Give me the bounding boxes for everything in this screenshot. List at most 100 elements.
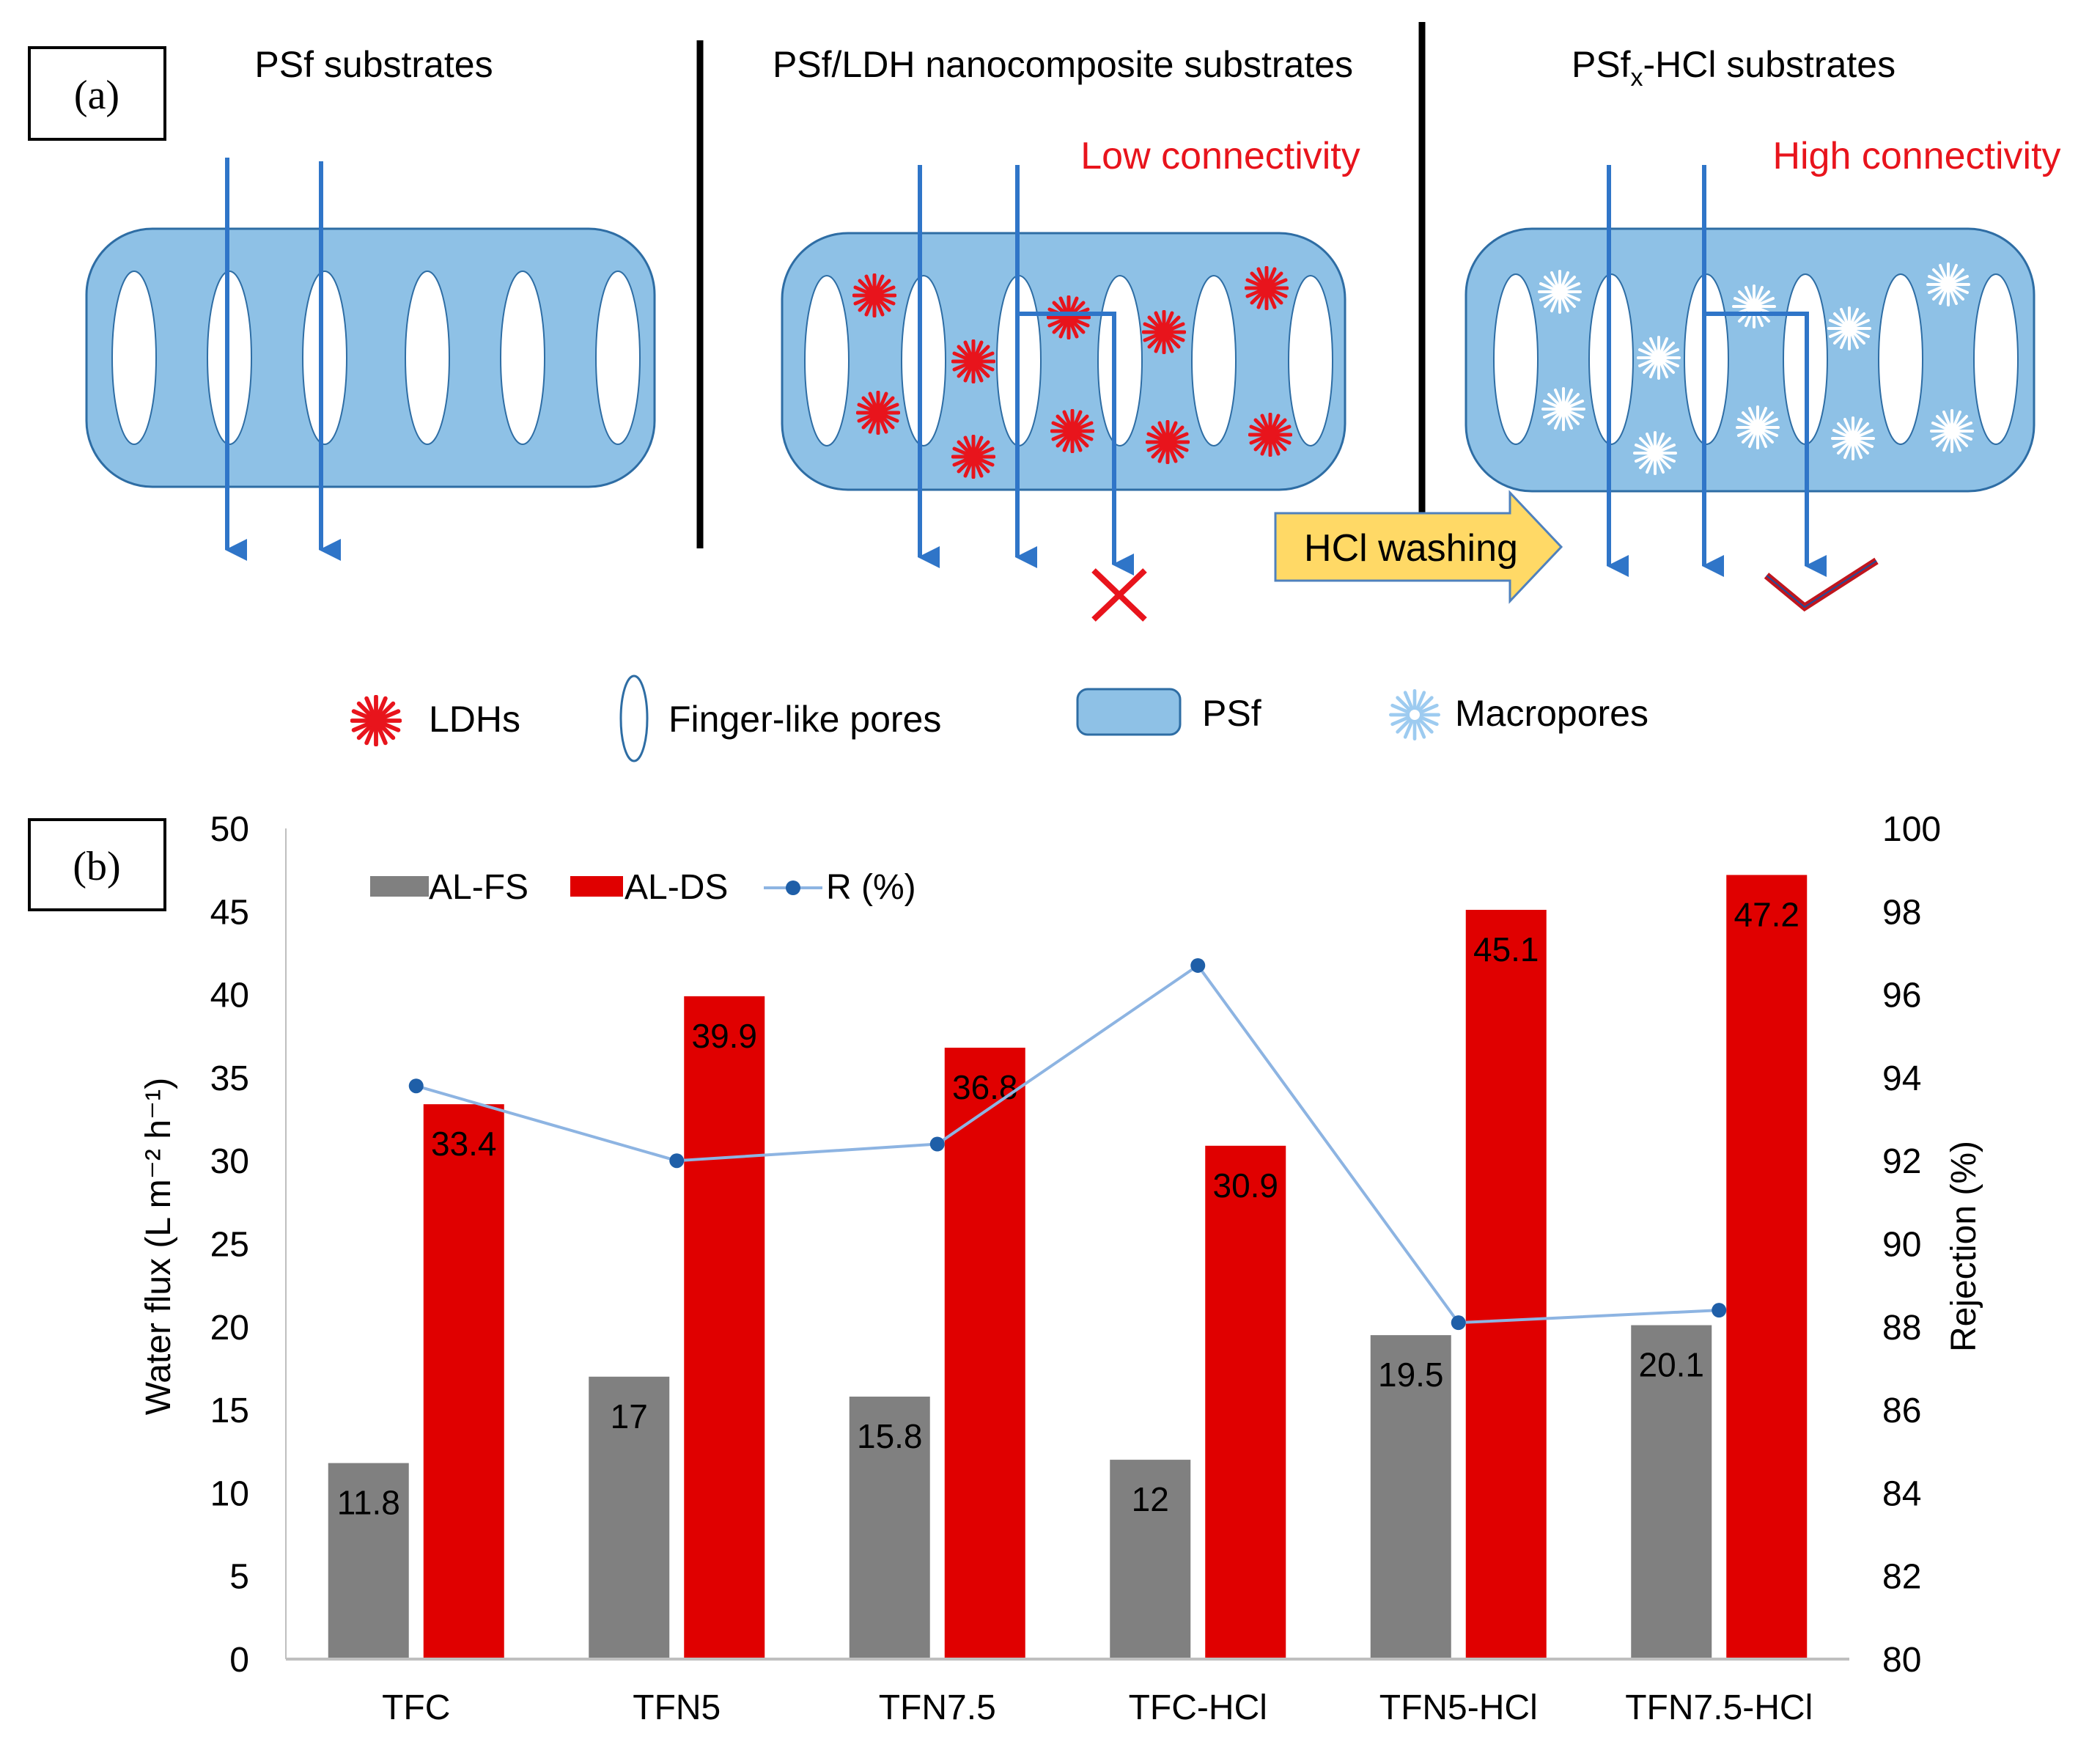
macropore	[1827, 306, 1871, 350]
x-tick-label: TFC-HCl	[1129, 1688, 1267, 1727]
left-axis-ticks: 0 5 10 15 20 25 30 35 40 45 50	[210, 810, 249, 1680]
left-tick-label: 30	[210, 1142, 249, 1181]
data-label-al-ds: 36.8	[952, 1068, 1018, 1106]
data-label-al-fs: 11.8	[337, 1484, 400, 1522]
cross-icon	[1091, 568, 1147, 622]
rejection-point	[929, 1136, 945, 1152]
x-tick-label: TFN7.5	[879, 1688, 996, 1727]
panel-a-label-box	[28, 46, 166, 141]
psf-legend-icon	[1076, 688, 1182, 736]
bar-al-fs	[1631, 1325, 1712, 1659]
ldh-particle	[1246, 268, 1287, 309]
pore	[111, 271, 157, 445]
right-axis-ticks: 80 82 84 86 88 90 92 94 96 98 100	[1882, 810, 1941, 1680]
panel-b: (b) 0 5 10 15 20 25 30 35 40 45 50 80 82 84 86 88 90 92 9…	[28, 810, 1983, 1727]
legend-r-marker	[786, 880, 800, 895]
legend-al-ds-swatch	[570, 876, 623, 897]
right-tick-label: 96	[1882, 977, 1921, 1015]
psf-substrate-body	[85, 227, 656, 488]
bar-al-ds	[1465, 910, 1547, 1659]
check-icon	[1764, 557, 1879, 612]
pore	[1973, 273, 2019, 445]
rejection-point	[1190, 957, 1206, 973]
legend-pores-label: Finger-like pores	[668, 699, 941, 740]
low-connectivity-label: Low connectivity	[1080, 135, 1360, 177]
data-label-al-fs: 20.1	[1638, 1346, 1704, 1384]
flow-arrows	[1607, 165, 1827, 577]
bar-al-ds	[684, 996, 765, 1659]
hcl-washing-arrow: HCl washing	[1274, 490, 1563, 604]
substrate-nano	[781, 165, 1346, 622]
legend-al-ds-label: AL-DS	[625, 868, 728, 907]
bar-al-fs	[589, 1376, 670, 1659]
title-psf: PSf substrates	[254, 44, 493, 85]
ldh-legend-icon	[352, 696, 399, 744]
right-tick-label: 98	[1882, 893, 1921, 932]
finger-pore-legend-icon	[619, 674, 649, 762]
rejection-point	[1451, 1315, 1466, 1331]
blocked-flow-arrow	[1017, 312, 1134, 576]
bar-al-ds	[1205, 1145, 1286, 1659]
rejection-point	[669, 1153, 685, 1169]
data-label-al-ds: 30.9	[1212, 1166, 1278, 1205]
ldh-particle	[858, 392, 899, 433]
chart-legend: AL-FS AL-DS R (%)	[370, 868, 916, 907]
macropore	[1633, 431, 1677, 475]
ldh-particle	[1250, 414, 1291, 455]
left-tick-label: 15	[210, 1391, 249, 1430]
pore	[302, 271, 347, 445]
legend-al-fs-label: AL-FS	[429, 868, 528, 907]
left-tick-label: 50	[210, 810, 249, 849]
ldh-particle	[1052, 411, 1093, 452]
x-tick-label: TFN7.5-HCl	[1625, 1688, 1813, 1727]
right-tick-label: 100	[1882, 810, 1941, 849]
pore	[595, 271, 641, 445]
substrate-hcl	[1465, 165, 2035, 612]
bar-al-ds	[944, 1048, 1025, 1659]
data-label-al-ds: 39.9	[691, 1017, 757, 1055]
bar-al-ds	[423, 1104, 504, 1659]
panel-a-label: (a)	[74, 73, 119, 118]
panel-b-label-box	[28, 818, 166, 911]
data-label-al-ds: 33.4	[431, 1125, 497, 1163]
title-hcl: PSfx-HCl substrates	[1572, 44, 1895, 92]
hcl-washing-label: HCl washing	[1304, 527, 1518, 570]
pore	[1191, 275, 1237, 446]
bar-labels: 11.8 33.4 17 39.9 15.8 36.8 12 30.9 19.5 45.1 20.1…	[337, 895, 1799, 1521]
bar-al-fs	[328, 1463, 409, 1659]
legend-ldh-label: LDHs	[429, 699, 520, 740]
left-tick-label: 40	[210, 977, 249, 1015]
rejection-line	[416, 963, 1720, 1325]
pore	[901, 275, 946, 446]
bar-al-fs	[1370, 1335, 1451, 1659]
flow-arrows	[918, 165, 1134, 576]
left-axis-title: Water flux (L m⁻² h⁻¹)	[139, 1078, 178, 1415]
left-tick-label: 35	[210, 1059, 249, 1098]
finger-pores	[804, 275, 1333, 446]
data-label-al-ds: 47.2	[1734, 895, 1799, 933]
pore	[1878, 273, 1923, 445]
macropore	[1831, 416, 1875, 460]
data-label-al-fs: 17	[611, 1397, 648, 1435]
ldh-particle	[953, 341, 994, 382]
macropore	[1732, 284, 1776, 328]
rejection-point	[408, 1078, 424, 1094]
data-label-al-fs: 15.8	[857, 1417, 923, 1455]
high-connectivity-label: High connectivity	[1772, 135, 2060, 177]
right-tick-label: 84	[1882, 1474, 1921, 1513]
right-tick-label: 80	[1882, 1641, 1921, 1680]
legend-psf-label: PSf	[1202, 693, 1261, 734]
left-tick-label: 45	[210, 893, 249, 932]
right-tick-label: 94	[1882, 1059, 1921, 1098]
macropore	[1926, 262, 1970, 306]
panel-a: (a) PSf substrates PSf/LDH nanocomposite…	[28, 22, 2061, 762]
ldh-particle	[854, 275, 895, 316]
check-icon-edge	[1766, 560, 1877, 609]
flow-arrows	[225, 158, 341, 561]
legend-al-fs-swatch	[370, 876, 429, 897]
pore	[1288, 275, 1333, 446]
title-nano: PSf/LDH nanocomposite substrates	[773, 44, 1353, 85]
left-tick-label: 25	[210, 1226, 249, 1265]
macropore	[1541, 387, 1585, 431]
